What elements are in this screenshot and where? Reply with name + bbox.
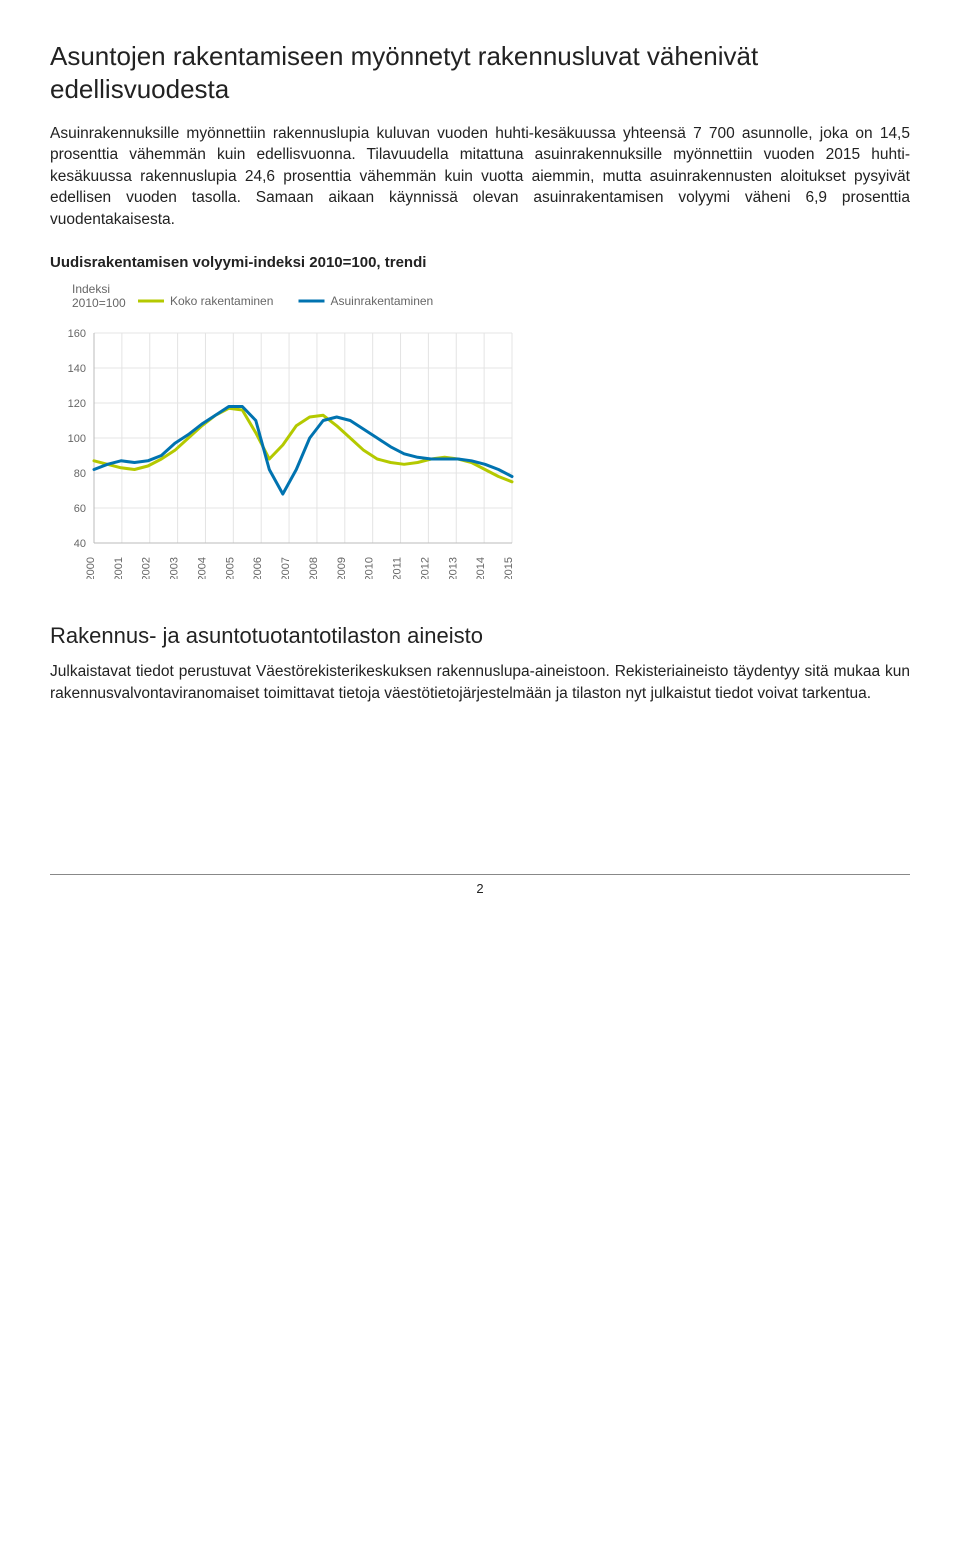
svg-text:60: 60: [74, 503, 86, 515]
svg-text:Koko rakentaminen: Koko rakentaminen: [170, 294, 273, 308]
svg-text:2001: 2001: [113, 557, 125, 579]
volume-index-chart: 40 60 80 100 120 140 160 2000 2001 2002 2003 2004 20…: [50, 279, 910, 584]
svg-text:2015: 2015: [503, 557, 515, 579]
svg-text:2004: 2004: [196, 557, 208, 579]
svg-text:2009: 2009: [336, 557, 348, 579]
svg-text:140: 140: [68, 363, 86, 375]
intro-paragraph: Asuinrakennuksille myönnettiin rakennusl…: [50, 123, 910, 230]
svg-text:100: 100: [68, 433, 86, 445]
svg-text:120: 120: [68, 398, 86, 410]
svg-text:Asuinrakentaminen: Asuinrakentaminen: [331, 294, 434, 308]
section-heading-data-source: Rakennus- ja asuntotuotantotilaston aine…: [50, 622, 910, 650]
svg-text:2014: 2014: [475, 557, 487, 579]
svg-text:2002: 2002: [141, 557, 153, 579]
svg-text:Indeksi: Indeksi: [72, 282, 110, 296]
page-title: Asuntojen rakentamiseen myönnetyt rakenn…: [50, 40, 910, 105]
line-chart-svg: 40 60 80 100 120 140 160 2000 2001 2002 2003 2004 20…: [50, 279, 520, 579]
svg-text:2005: 2005: [224, 557, 236, 579]
svg-text:2013: 2013: [447, 557, 459, 579]
svg-text:2000: 2000: [85, 557, 97, 579]
svg-text:160: 160: [68, 328, 86, 340]
svg-text:40: 40: [74, 538, 86, 550]
svg-text:2011: 2011: [392, 557, 404, 579]
svg-text:2008: 2008: [308, 557, 320, 579]
svg-text:2006: 2006: [252, 557, 264, 579]
chart-caption: Uudisrakentamisen volyymi-indeksi 2010=1…: [50, 254, 910, 271]
svg-text:2012: 2012: [419, 557, 431, 579]
page-number: 2: [50, 874, 910, 896]
svg-text:80: 80: [74, 468, 86, 480]
data-source-paragraph: Julkaistavat tiedot perustuvat Väestörek…: [50, 661, 910, 704]
svg-text:2003: 2003: [169, 557, 181, 579]
svg-text:2010=100: 2010=100: [72, 296, 126, 310]
svg-text:2007: 2007: [280, 557, 292, 579]
svg-text:2010: 2010: [364, 557, 376, 579]
